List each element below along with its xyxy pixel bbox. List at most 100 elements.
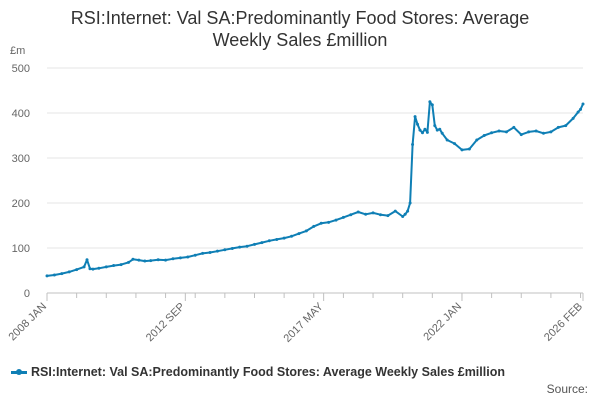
data-point[interactable]	[290, 234, 294, 238]
data-point[interactable]	[149, 259, 153, 263]
data-point[interactable]	[230, 246, 234, 250]
data-point[interactable]	[438, 127, 442, 131]
data-point[interactable]	[393, 209, 397, 213]
legend[interactable]: RSI:Internet: Val SA:Predominantly Food …	[11, 365, 505, 379]
data-point[interactable]	[490, 131, 494, 135]
data-point[interactable]	[104, 265, 108, 269]
data-point[interactable]	[260, 241, 264, 245]
data-point[interactable]	[504, 130, 508, 134]
data-point[interactable]	[319, 221, 323, 225]
data-point[interactable]	[420, 131, 424, 135]
data-point[interactable]	[430, 103, 434, 107]
data-point[interactable]	[519, 133, 523, 137]
data-point[interactable]	[408, 201, 412, 205]
data-point[interactable]	[127, 260, 131, 264]
data-point[interactable]	[435, 128, 439, 132]
data-point[interactable]	[238, 245, 242, 249]
data-point[interactable]	[52, 273, 56, 277]
data-point[interactable]	[137, 258, 141, 262]
data-point[interactable]	[156, 258, 160, 262]
data-point[interactable]	[91, 267, 95, 271]
y-tick-label: 200	[12, 198, 30, 210]
data-point[interactable]	[349, 213, 353, 217]
grid-layer	[47, 67, 583, 294]
data-point[interactable]	[433, 124, 437, 128]
data-point[interactable]	[497, 129, 501, 133]
data-point[interactable]	[579, 107, 583, 111]
data-point[interactable]	[85, 258, 89, 262]
data-point[interactable]	[445, 138, 449, 142]
source-label: Source:	[546, 382, 588, 396]
data-point[interactable]	[413, 115, 417, 119]
data-point[interactable]	[453, 142, 457, 146]
y-tick-label: 0	[24, 288, 30, 300]
data-point[interactable]	[267, 239, 271, 243]
data-point[interactable]	[378, 213, 382, 217]
data-point[interactable]	[581, 102, 585, 106]
data-point[interactable]	[403, 212, 407, 216]
data-point[interactable]	[88, 267, 92, 271]
data-point[interactable]	[223, 248, 227, 252]
data-point[interactable]	[334, 218, 338, 222]
data-point[interactable]	[482, 134, 486, 137]
data-point[interactable]	[119, 263, 123, 267]
data-point[interactable]	[45, 274, 49, 278]
data-point[interactable]	[193, 253, 197, 257]
data-point[interactable]	[467, 147, 471, 151]
data-point[interactable]	[143, 259, 147, 263]
data-point[interactable]	[312, 224, 316, 228]
data-point[interactable]	[411, 143, 415, 146]
data-point[interactable]	[460, 148, 464, 152]
data-point[interactable]	[178, 256, 182, 260]
data-point[interactable]	[401, 215, 405, 218]
data-point[interactable]	[201, 251, 205, 255]
data-point[interactable]	[423, 127, 427, 131]
data-point[interactable]	[341, 215, 345, 219]
data-point[interactable]	[475, 138, 479, 142]
x-tick-label: 2026 FEB	[542, 301, 585, 344]
data-point[interactable]	[425, 130, 429, 134]
data-point[interactable]	[186, 255, 190, 259]
x-tick-label: 2022 JAN	[421, 301, 464, 344]
data-point[interactable]	[75, 268, 79, 272]
data-point[interactable]	[304, 229, 308, 233]
data-point[interactable]	[527, 130, 531, 134]
data-point[interactable]	[356, 210, 360, 214]
data-point[interactable]	[164, 258, 168, 262]
data-point[interactable]	[440, 131, 444, 135]
data-point[interactable]	[82, 265, 86, 269]
data-point[interactable]	[67, 270, 71, 274]
data-point[interactable]	[171, 257, 175, 261]
data-point[interactable]	[564, 124, 568, 128]
data-point[interactable]	[131, 257, 135, 261]
data-point[interactable]	[541, 131, 545, 135]
data-point[interactable]	[386, 214, 390, 218]
data-point[interactable]	[371, 211, 375, 215]
data-point[interactable]	[208, 251, 212, 254]
data-point[interactable]	[576, 110, 580, 114]
data-point[interactable]	[282, 236, 286, 240]
series-line[interactable]	[46, 100, 584, 277]
data-point[interactable]	[60, 272, 64, 276]
data-point[interactable]	[428, 100, 432, 104]
data-point[interactable]	[364, 212, 368, 216]
data-point[interactable]	[245, 244, 249, 248]
series-layer	[45, 100, 585, 278]
data-point[interactable]	[512, 125, 516, 129]
x-tick-label: 2017 MAY	[282, 300, 327, 345]
data-point[interactable]	[215, 249, 219, 253]
data-point[interactable]	[297, 232, 301, 236]
data-point[interactable]	[418, 128, 422, 132]
data-point[interactable]	[534, 129, 538, 133]
data-point[interactable]	[571, 116, 575, 120]
data-point[interactable]	[275, 237, 279, 241]
y-tick-label: 500	[12, 63, 30, 75]
data-point[interactable]	[252, 242, 256, 246]
data-point[interactable]	[416, 122, 420, 126]
data-point[interactable]	[112, 264, 116, 268]
data-point[interactable]	[327, 220, 331, 224]
data-point[interactable]	[406, 209, 410, 213]
data-point[interactable]	[97, 266, 101, 270]
data-point[interactable]	[556, 125, 560, 129]
data-point[interactable]	[549, 130, 553, 134]
